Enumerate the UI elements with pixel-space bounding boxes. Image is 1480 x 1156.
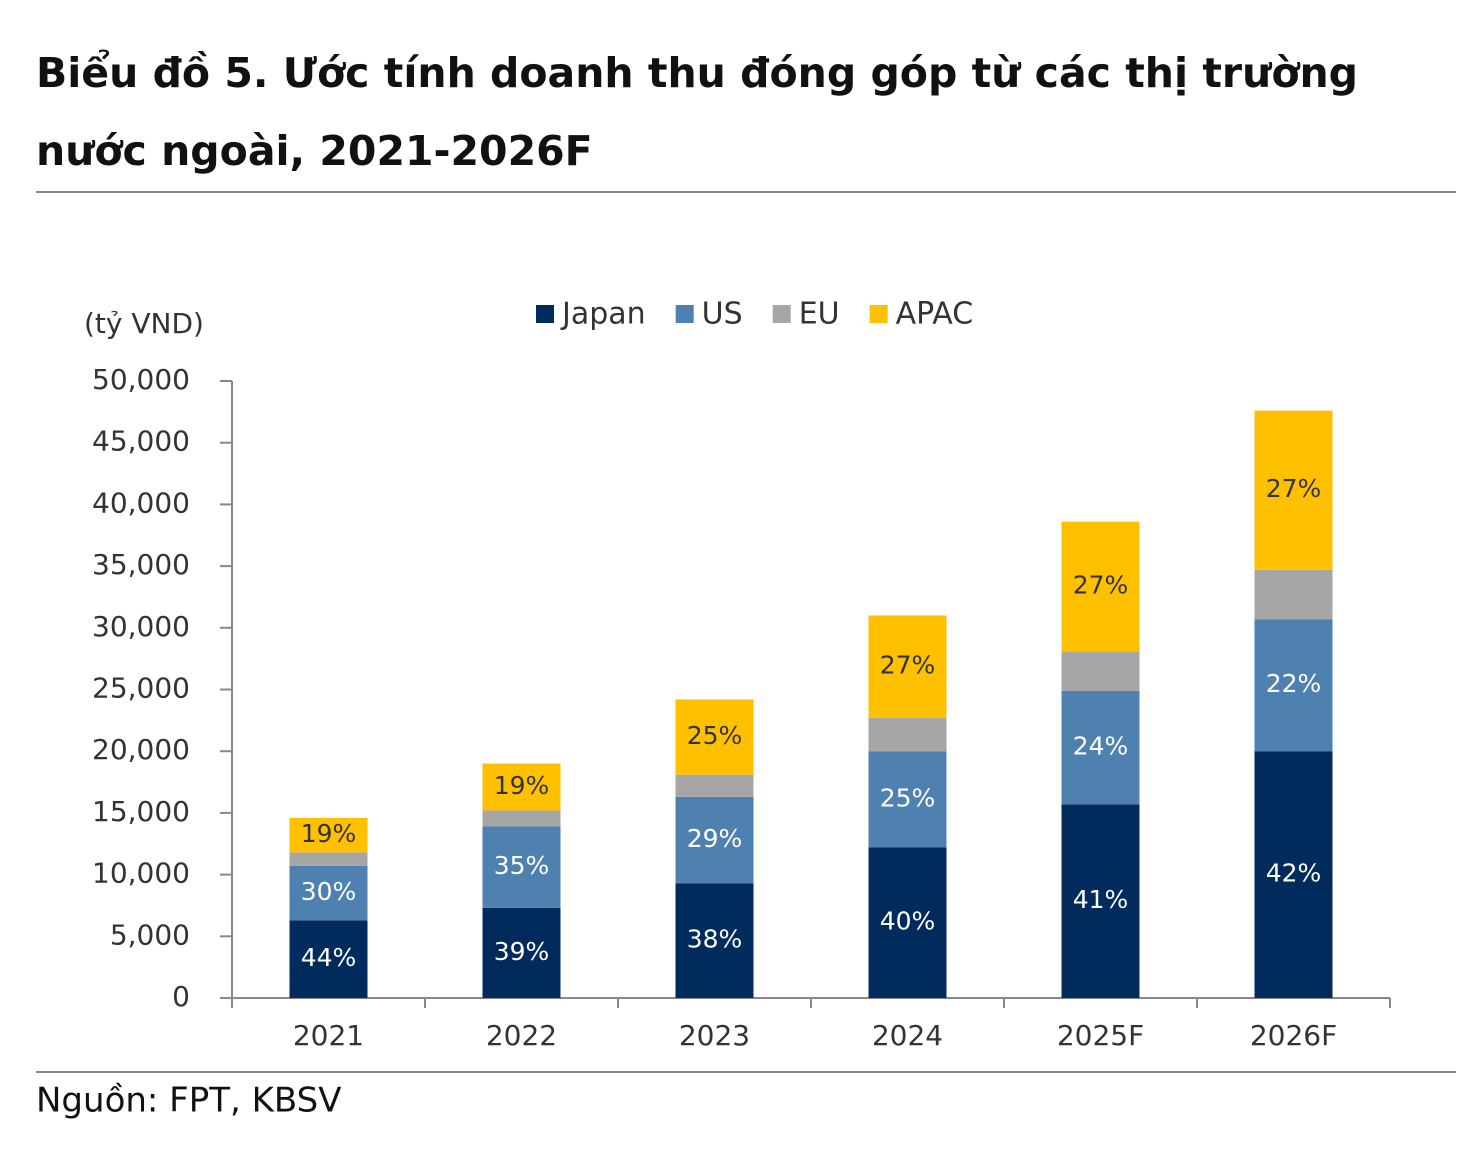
share-label: 25% (880, 783, 936, 812)
bar-segment (868, 615, 947, 718)
bar-segment (289, 817, 368, 853)
bar-segment (1254, 569, 1333, 620)
bar-segment (868, 751, 947, 848)
y-tick-label: 20,000 (92, 733, 190, 766)
share-label: 42% (1266, 859, 1322, 888)
share-label: 35% (494, 851, 550, 880)
legend-label: EU (799, 297, 840, 332)
y-tick-label: 40,000 (92, 486, 190, 519)
share-label: 30% (301, 877, 357, 906)
share-label: 40% (880, 907, 936, 936)
y-tick-label: 5,000 (110, 918, 190, 951)
bar-segment (289, 920, 368, 998)
bar-segment (675, 699, 754, 775)
share-label: 19% (494, 771, 550, 800)
share-label: 38% (687, 925, 743, 954)
y-tick-label: 0 (172, 980, 190, 1013)
chart-title: Biểu đồ 5. Ước tính doanh thu đóng góp t… (36, 49, 1358, 97)
legend-swatch (675, 305, 694, 323)
share-label: 25% (687, 721, 743, 750)
bar-segment (675, 796, 754, 884)
bar-segment (482, 907, 561, 998)
y-tick-label: 30,000 (92, 610, 190, 643)
x-tick-label: 2025F (1057, 1019, 1144, 1052)
bar-segment (482, 826, 561, 908)
legend-swatch (869, 305, 888, 323)
share-label: 22% (1266, 669, 1322, 698)
x-tick-label: 2026F (1250, 1019, 1337, 1052)
bar-segment (1061, 690, 1140, 805)
y-tick-label: 15,000 (92, 795, 190, 828)
legend-label: APAC (896, 297, 974, 332)
y-tick-label: 50,000 (92, 363, 190, 396)
y-tick-label: 25,000 (92, 672, 190, 705)
bar-segment (482, 763, 561, 811)
legend-swatch (772, 305, 791, 323)
source: Nguồn: FPT, KBSV (36, 1081, 342, 1121)
share-label: 27% (1266, 474, 1322, 503)
x-tick-label: 2024 (872, 1019, 943, 1052)
bar-segment (1061, 521, 1140, 652)
bar-segment (1254, 751, 1333, 998)
bar-segment (675, 774, 754, 797)
y-tick-label: 10,000 (92, 857, 190, 890)
bar-segment (1254, 619, 1333, 752)
share-label: 27% (880, 651, 936, 680)
y-axis-label: (tỷ VND) (84, 307, 204, 340)
x-tick-label: 2022 (486, 1019, 557, 1052)
bar-segment (1061, 651, 1140, 691)
share-label: 44% (301, 943, 357, 972)
x-tick-label: 2021 (293, 1019, 364, 1052)
bar-segment (289, 865, 368, 921)
share-label: 19% (301, 819, 357, 848)
legend-swatch (536, 305, 554, 323)
share-label: 39% (494, 937, 550, 966)
y-tick-label: 35,000 (92, 548, 190, 581)
legend-label: US (702, 297, 743, 332)
x-tick-label: 2023 (679, 1019, 750, 1052)
bar-segment (1061, 804, 1140, 998)
bar-segment (675, 883, 754, 998)
legend-label: Japan (560, 297, 646, 332)
bar-segment (482, 810, 561, 827)
bar-segment (868, 847, 947, 998)
bar-segment (868, 717, 947, 752)
share-label: 41% (1073, 885, 1129, 914)
bar-segment (289, 852, 368, 866)
share-label: 29% (687, 824, 743, 853)
share-label: 27% (1073, 570, 1129, 599)
chart-title: nước ngoài, 2021-2026F (36, 127, 593, 175)
share-label: 24% (1073, 731, 1129, 760)
bar-segment (1254, 410, 1333, 570)
y-tick-label: 45,000 (92, 425, 190, 458)
